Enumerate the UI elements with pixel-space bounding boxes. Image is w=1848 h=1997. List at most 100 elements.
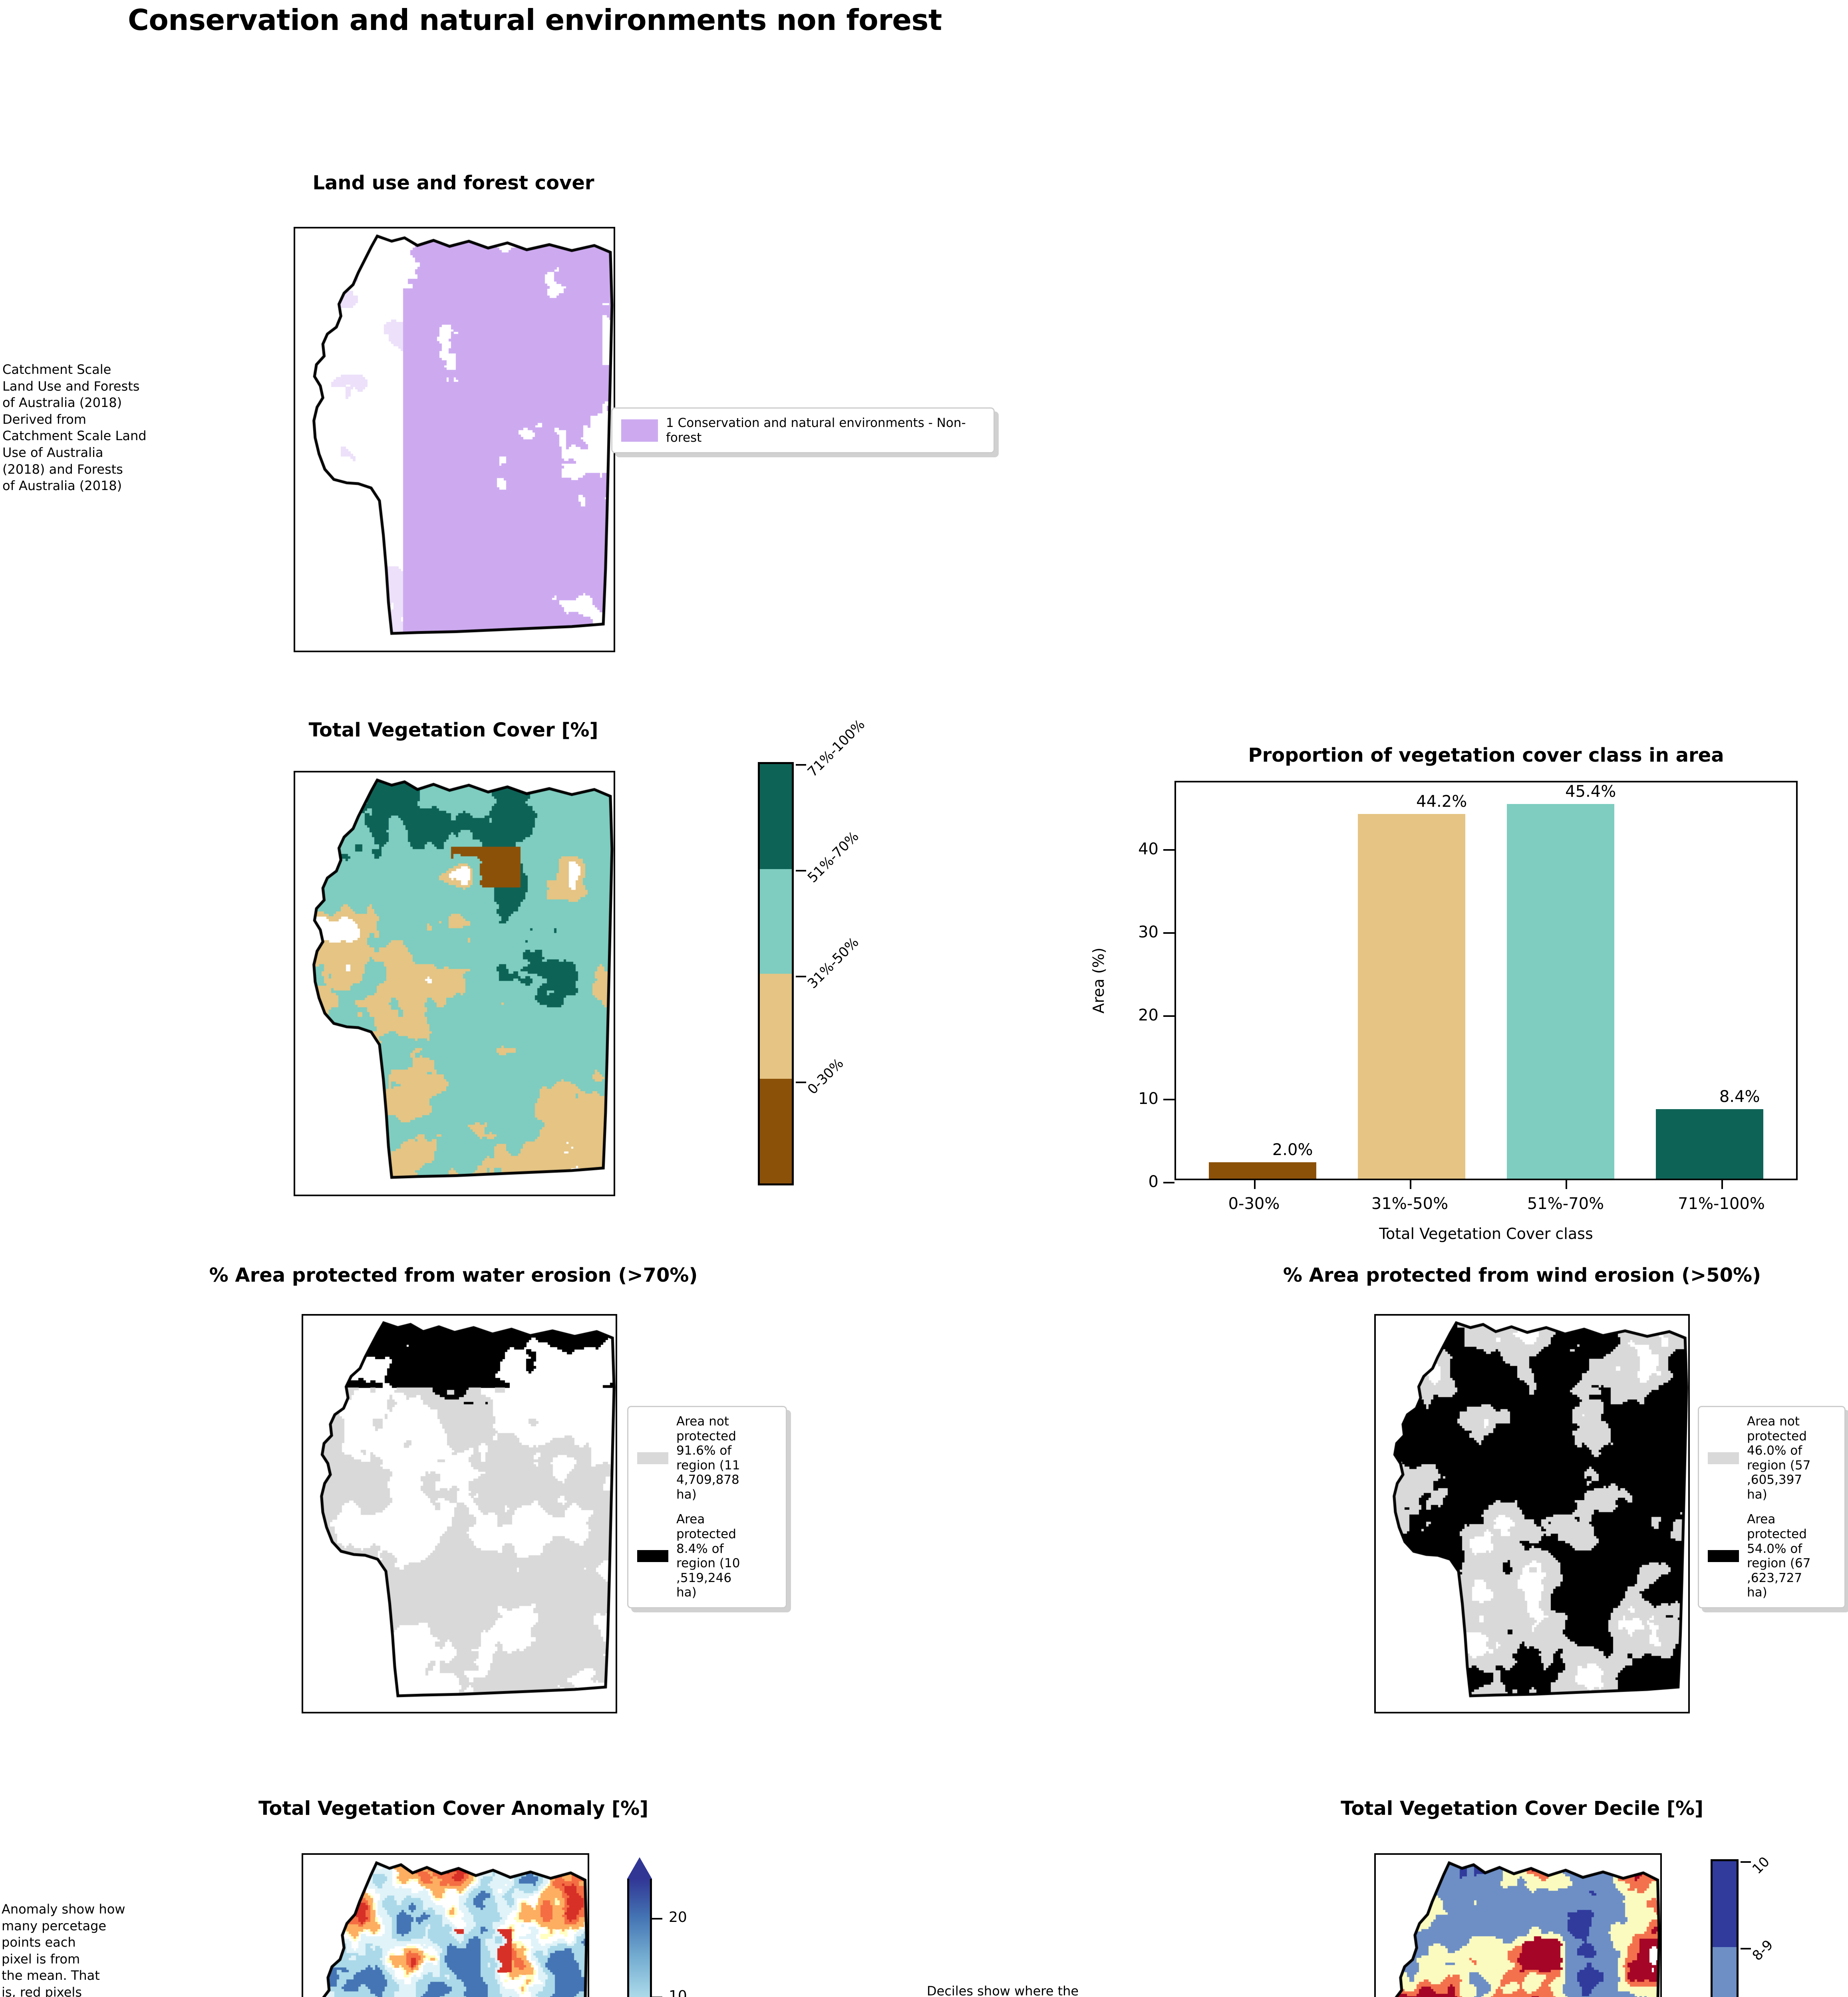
decile-colorbar: 12-34-78-910 <box>1711 1854 1776 1997</box>
legend-item-label: Area protected 54.0% of region (67 ,623,… <box>1747 1512 1811 1600</box>
legend-item-label: Area not protected 46.0% of region (57 ,… <box>1747 1414 1811 1502</box>
water-erosion-panel-title: % Area protected from water erosion (>70… <box>209 1264 698 1286</box>
land-use-map-canvas <box>295 228 614 651</box>
colorbar-tick-label: 31%-50% <box>804 934 862 992</box>
chart-x-tick-label: 0-30% <box>1228 1195 1280 1213</box>
colorbar-segment <box>760 974 792 1079</box>
chart-x-tick-label: 51%-70% <box>1527 1195 1604 1213</box>
chart-yaxis-label: Area (%) <box>1090 947 1107 1014</box>
decile-panel-title: Total Vegetation Cover Decile [%] <box>1341 1797 1703 1820</box>
chart-bar-group: 44.2% <box>1358 782 1467 1179</box>
chart-x-tick <box>1721 1179 1723 1189</box>
legend-color-swatch-not-protected <box>1708 1452 1739 1464</box>
chart-bar-group: 8.4% <box>1656 782 1763 1179</box>
land-use-side-note: Catchment Scale Land Use and Forests of … <box>2 362 147 494</box>
anomaly-colorbar: 20100−10−20 <box>627 1857 687 1997</box>
veg-cover-colorbar: 0-30% 31%-50% 51%-70% 71%-100% <box>758 717 868 1185</box>
chart-y-tick-label: 30 <box>1138 923 1158 941</box>
legend-item: Area protected 54.0% of region (67 ,623,… <box>1708 1512 1836 1600</box>
legend-item-label: Area protected 8.4% of region (10 ,519,2… <box>676 1512 740 1600</box>
chart-y-tick-label: 0 <box>1148 1173 1158 1191</box>
chart-x-tick <box>1410 1179 1411 1189</box>
chart-bar-group: 2.0% <box>1209 782 1316 1179</box>
decile-map[interactable] <box>1374 1853 1662 1997</box>
anomaly-map-canvas <box>303 1855 588 1997</box>
chart-y-tick <box>1163 1015 1174 1017</box>
colorbar-segment <box>1713 1861 1737 1947</box>
colorbar-tick <box>1741 1948 1751 1949</box>
wind-erosion-map-canvas <box>1376 1316 1688 1712</box>
chart-x-tick-label: 71%-100% <box>1678 1195 1765 1213</box>
wind-erosion-panel-title: % Area protected from wind erosion (>50%… <box>1283 1264 1761 1286</box>
decile-side-note: Deciles show where the pixel value lies … <box>927 1983 1079 1997</box>
chart-x-tick <box>1566 1179 1567 1189</box>
legend-color-swatch-not-protected <box>637 1452 668 1464</box>
chart-bar-group: 45.4% <box>1507 782 1616 1179</box>
legend-item: Area protected 8.4% of region (10 ,519,2… <box>637 1512 777 1600</box>
anomaly-panel-title: Total Vegetation Cover Anomaly [%] <box>258 1797 648 1820</box>
chart-plot-area: 2.0% 44.2% 45.4% 8.4% 0 10 20 30 40 0-30% 31%-50%… <box>1138 781 1798 1213</box>
legend-item-label: Area not protected 91.6% of region (11 4… <box>676 1414 740 1502</box>
land-use-map[interactable] <box>294 227 615 652</box>
water-erosion-map[interactable] <box>302 1314 617 1713</box>
chart-title: Proportion of vegetation cover class in … <box>1248 744 1724 766</box>
legend-item: Area not protected 46.0% of region (57 ,… <box>1708 1414 1836 1502</box>
colorbar-segment <box>760 869 792 974</box>
chart-bar[interactable] <box>1358 814 1465 1179</box>
colorbar-tick <box>796 870 806 871</box>
chart-y-tick <box>1163 1182 1174 1183</box>
water-erosion-map-canvas <box>303 1316 616 1712</box>
colorbar-tick-label: 71%-100% <box>804 717 868 780</box>
colorbar-tick-label: 8-9 <box>1749 1937 1776 1964</box>
colorbar-segment <box>1713 1947 1737 1997</box>
colorbar-tick-label: 10 <box>669 1987 687 1997</box>
decile-map-canvas <box>1376 1855 1660 1997</box>
chart-x-tick-label: 31%-50% <box>1371 1195 1449 1213</box>
colorbar-tick <box>796 976 806 977</box>
land-use-legend: 1 Conservation and natural environments … <box>611 407 995 454</box>
legend-item-label: 1 Conservation and natural environments … <box>666 416 966 445</box>
chart-y-tick-label: 10 <box>1138 1089 1158 1108</box>
veg-cover-panel-title: Total Vegetation Cover [%] <box>308 719 598 741</box>
colorbar-tick-label: 0-30% <box>804 1055 847 1098</box>
legend-item: Area not protected 91.6% of region (11 4… <box>637 1414 777 1502</box>
chart-bar[interactable] <box>1209 1162 1316 1179</box>
chart-y-tick-label: 40 <box>1138 840 1158 858</box>
chart-bar[interactable] <box>1656 1109 1763 1179</box>
page-title: Conservation and natural environments no… <box>128 3 942 37</box>
colorbar-tick <box>1741 1861 1751 1863</box>
colorbar-segment <box>760 1078 792 1183</box>
colorbar-tick-label: 10 <box>1749 1854 1773 1878</box>
water-erosion-legend: Area not protected 91.6% of region (11 4… <box>627 1406 787 1608</box>
colorbar-gradient <box>627 1879 652 1997</box>
colorbar-tick-label: 20 <box>669 1909 687 1926</box>
chart-y-tick <box>1163 849 1174 851</box>
legend-color-swatch <box>621 419 658 442</box>
chart-bar-value-label: 45.4% <box>1565 782 1616 801</box>
chart-x-tick <box>1254 1179 1256 1189</box>
wind-erosion-map[interactable] <box>1374 1314 1690 1713</box>
chart-y-tick <box>1163 1098 1174 1100</box>
legend-color-swatch-protected <box>1708 1550 1739 1562</box>
chart-bar[interactable] <box>1507 804 1614 1179</box>
chart-xaxis-label: Total Vegetation Cover class <box>1379 1225 1593 1243</box>
chart-bar-value-label: 8.4% <box>1719 1088 1760 1106</box>
chart-y-tick-label: 20 <box>1138 1006 1158 1025</box>
land-use-panel-title: Land use and forest cover <box>312 172 594 194</box>
colorbar-tick <box>796 764 806 766</box>
chart-bar-value-label: 2.0% <box>1272 1140 1313 1159</box>
colorbar-top-arrow <box>627 1857 652 1879</box>
colorbar-tick <box>796 1082 806 1083</box>
legend-color-swatch-protected <box>637 1550 668 1562</box>
wind-erosion-legend: Area not protected 46.0% of region (57 ,… <box>1698 1406 1846 1608</box>
chart-bars: 2.0% 44.2% 45.4% 8.4% <box>1176 782 1796 1179</box>
veg-cover-map-canvas <box>295 772 614 1195</box>
colorbar-tick <box>652 1918 662 1920</box>
chart-bar-value-label: 44.2% <box>1416 792 1467 811</box>
anomaly-map[interactable] <box>302 1853 589 1997</box>
colorbar-segment <box>760 764 792 869</box>
legend-item: 1 Conservation and natural environments … <box>621 416 985 445</box>
veg-cover-proportion-chart: Proportion of vegetation cover class in … <box>1090 744 1798 1243</box>
veg-cover-map[interactable] <box>294 771 615 1196</box>
